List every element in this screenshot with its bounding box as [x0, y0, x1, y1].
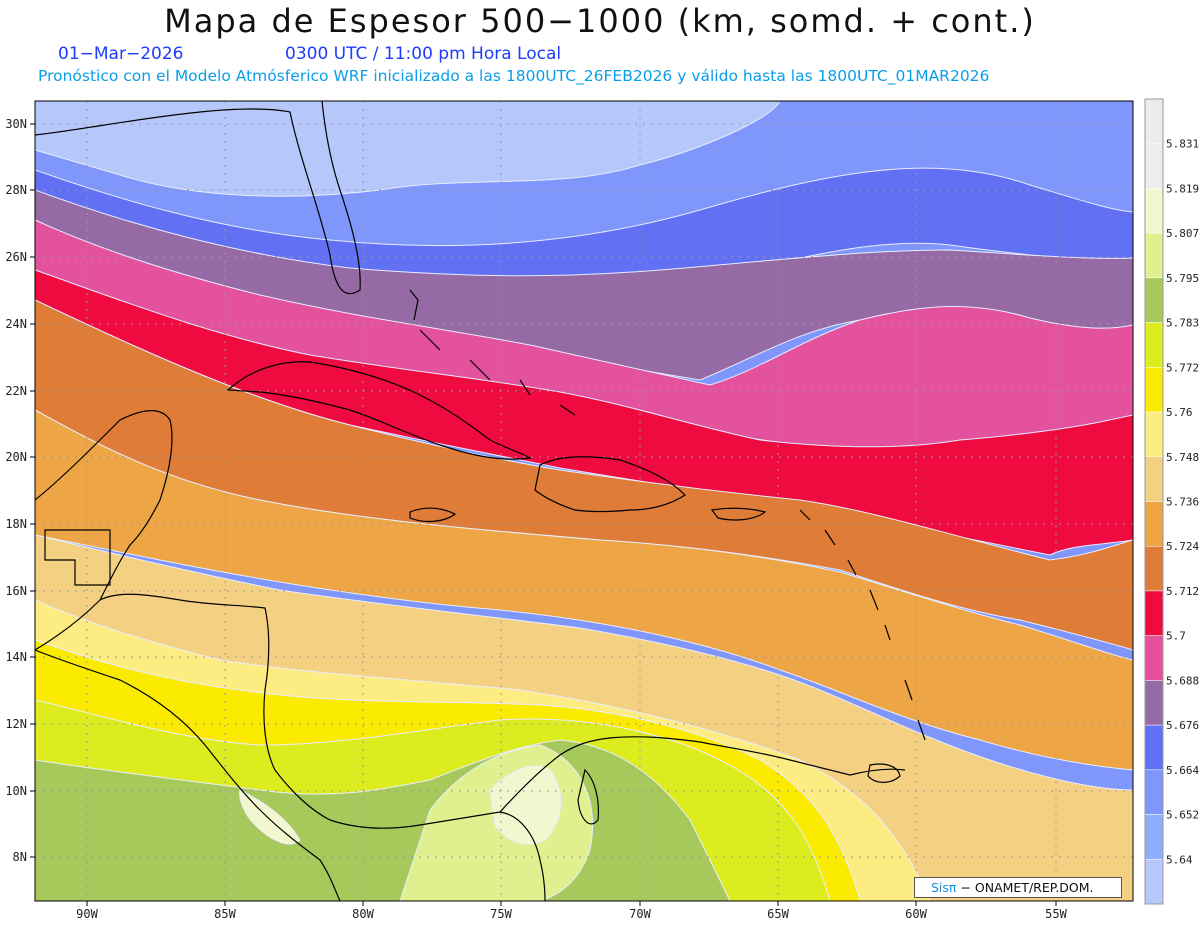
coast-yucatan-mexico	[35, 410, 173, 651]
colorbar-swatch	[1144, 411, 1164, 458]
lon-label: 90W	[76, 907, 98, 921]
colorbar-swatch	[1144, 98, 1164, 144]
colorbar-swatch	[1144, 501, 1164, 547]
colorbar-label: 5.724	[1166, 540, 1199, 553]
coast-lake-maracaibo	[577, 768, 600, 825]
lat-label: 28N	[5, 183, 27, 197]
colorbar-label: 5.831	[1166, 138, 1199, 151]
colorbar-label: 5.819	[1166, 182, 1199, 195]
shaded-thickness-field	[35, 101, 1133, 901]
lon-label: 60W	[905, 907, 927, 921]
forecast-date: 01−Mar−2026	[58, 44, 184, 64]
band-5-64	[35, 101, 781, 197]
colorbar-label: 5.772	[1166, 361, 1199, 374]
colorbar-label: 5.807	[1166, 227, 1199, 240]
colorbar: 5.831 5.819 5.807 5.795 5.783 5.772 5.76 5.748 5…	[1144, 98, 1199, 905]
lat-label: 18N	[5, 517, 27, 531]
forecast-subtitle: Pronóstico con el Modelo Atmósferico WRF…	[38, 67, 990, 85]
colorbar-swatch	[1144, 680, 1164, 726]
coast-cuba	[226, 361, 532, 460]
coast-colombia-venezuela	[499, 736, 906, 813]
coast-jamaica	[409, 507, 457, 523]
lat-label: 30N	[5, 117, 27, 131]
colorbar-swatch	[1144, 277, 1164, 323]
coast-florida	[35, 101, 361, 295]
coast-central-america	[99, 593, 546, 901]
colorbar-swatch	[1144, 859, 1164, 905]
colorbar-label: 5.652	[1166, 809, 1199, 822]
lat-label: 20N	[5, 450, 27, 464]
colorbar-label: 5.688	[1166, 674, 1199, 687]
colorbar-label: 5.676	[1166, 719, 1199, 732]
lon-label: 75W	[490, 907, 512, 921]
colorbar-frame	[1144, 98, 1164, 905]
colorbar-swatch	[1144, 545, 1164, 592]
colorbar-label: 5.783	[1166, 317, 1199, 330]
credit-brand: Sisπ	[931, 880, 957, 895]
lon-label: 85W	[214, 907, 236, 921]
lat-label: 22N	[5, 384, 27, 398]
lat-label: 14N	[5, 650, 27, 664]
lon-label: 55W	[1045, 907, 1067, 921]
colorbar-swatch	[1144, 769, 1164, 815]
lat-label: 8N	[13, 850, 27, 864]
coast-hispaniola	[534, 456, 686, 513]
map-frame	[34, 100, 1134, 902]
lat-labels: 30N 28N 26N 24N 22N 20N 18N 16N 14N 12N …	[5, 117, 27, 864]
coast-trinidad	[867, 763, 901, 783]
colorbar-label: 5.64	[1166, 853, 1193, 866]
colorbar-swatch	[1144, 143, 1164, 189]
band-5-7	[35, 269, 1133, 556]
lon-label: 70W	[629, 907, 651, 921]
colorbar-swatch	[1144, 814, 1164, 860]
colorbar-swatch	[1144, 590, 1164, 636]
lon-label: 65W	[767, 907, 789, 921]
colorbar-label: 5.76	[1166, 406, 1193, 419]
axis-ticks	[30, 123, 1057, 906]
band-5-807	[489, 765, 562, 845]
coast-pacific-ca	[35, 649, 341, 901]
colorbar-swatch	[1144, 456, 1164, 502]
colorbar-swatch	[1144, 188, 1164, 234]
credit-text: − ONAMET/REP.DOM.	[960, 880, 1094, 895]
coast-bahamas	[409, 289, 576, 416]
colorbar-label: 5.7	[1166, 630, 1186, 643]
lat-label: 12N	[5, 717, 27, 731]
map-title: Mapa de Espesor 500−1000 (km, somd. + co…	[164, 2, 1036, 40]
lat-label: 10N	[5, 784, 27, 798]
lat-label: 24N	[5, 317, 27, 331]
colorbar-swatch	[1144, 724, 1164, 771]
lon-label: 80W	[352, 907, 374, 921]
colorbar-label: 5.664	[1166, 764, 1199, 777]
colorbar-label: 5.748	[1166, 451, 1199, 464]
coast-lesser-antilles	[799, 509, 926, 741]
colorbar-swatch	[1144, 232, 1164, 279]
lat-lon-grid	[35, 101, 1133, 901]
colorbar-label: 5.712	[1166, 585, 1199, 598]
coastlines	[35, 101, 926, 901]
lon-labels: 90W 85W 80W 75W 70W 65W 60W 55W	[76, 907, 1067, 921]
forecast-time: 0300 UTC / 11:00 pm Hora Local	[285, 44, 562, 64]
colorbar-label: 5.795	[1166, 272, 1199, 285]
band-5-807-costa-rica	[239, 789, 301, 845]
lat-label: 16N	[5, 584, 27, 598]
coast-belize-border	[44, 529, 111, 586]
credit-box: Sisπ − ONAMET/REP.DOM.	[914, 877, 1122, 898]
colorbar-label: 5.736	[1166, 496, 1199, 509]
colorbar-swatch	[1144, 322, 1164, 368]
colorbar-swatch	[1144, 367, 1164, 413]
lat-label: 26N	[5, 250, 27, 264]
band-5-724	[35, 409, 1133, 771]
colorbar-swatch	[1144, 635, 1164, 681]
coast-puerto-rico	[710, 507, 767, 521]
